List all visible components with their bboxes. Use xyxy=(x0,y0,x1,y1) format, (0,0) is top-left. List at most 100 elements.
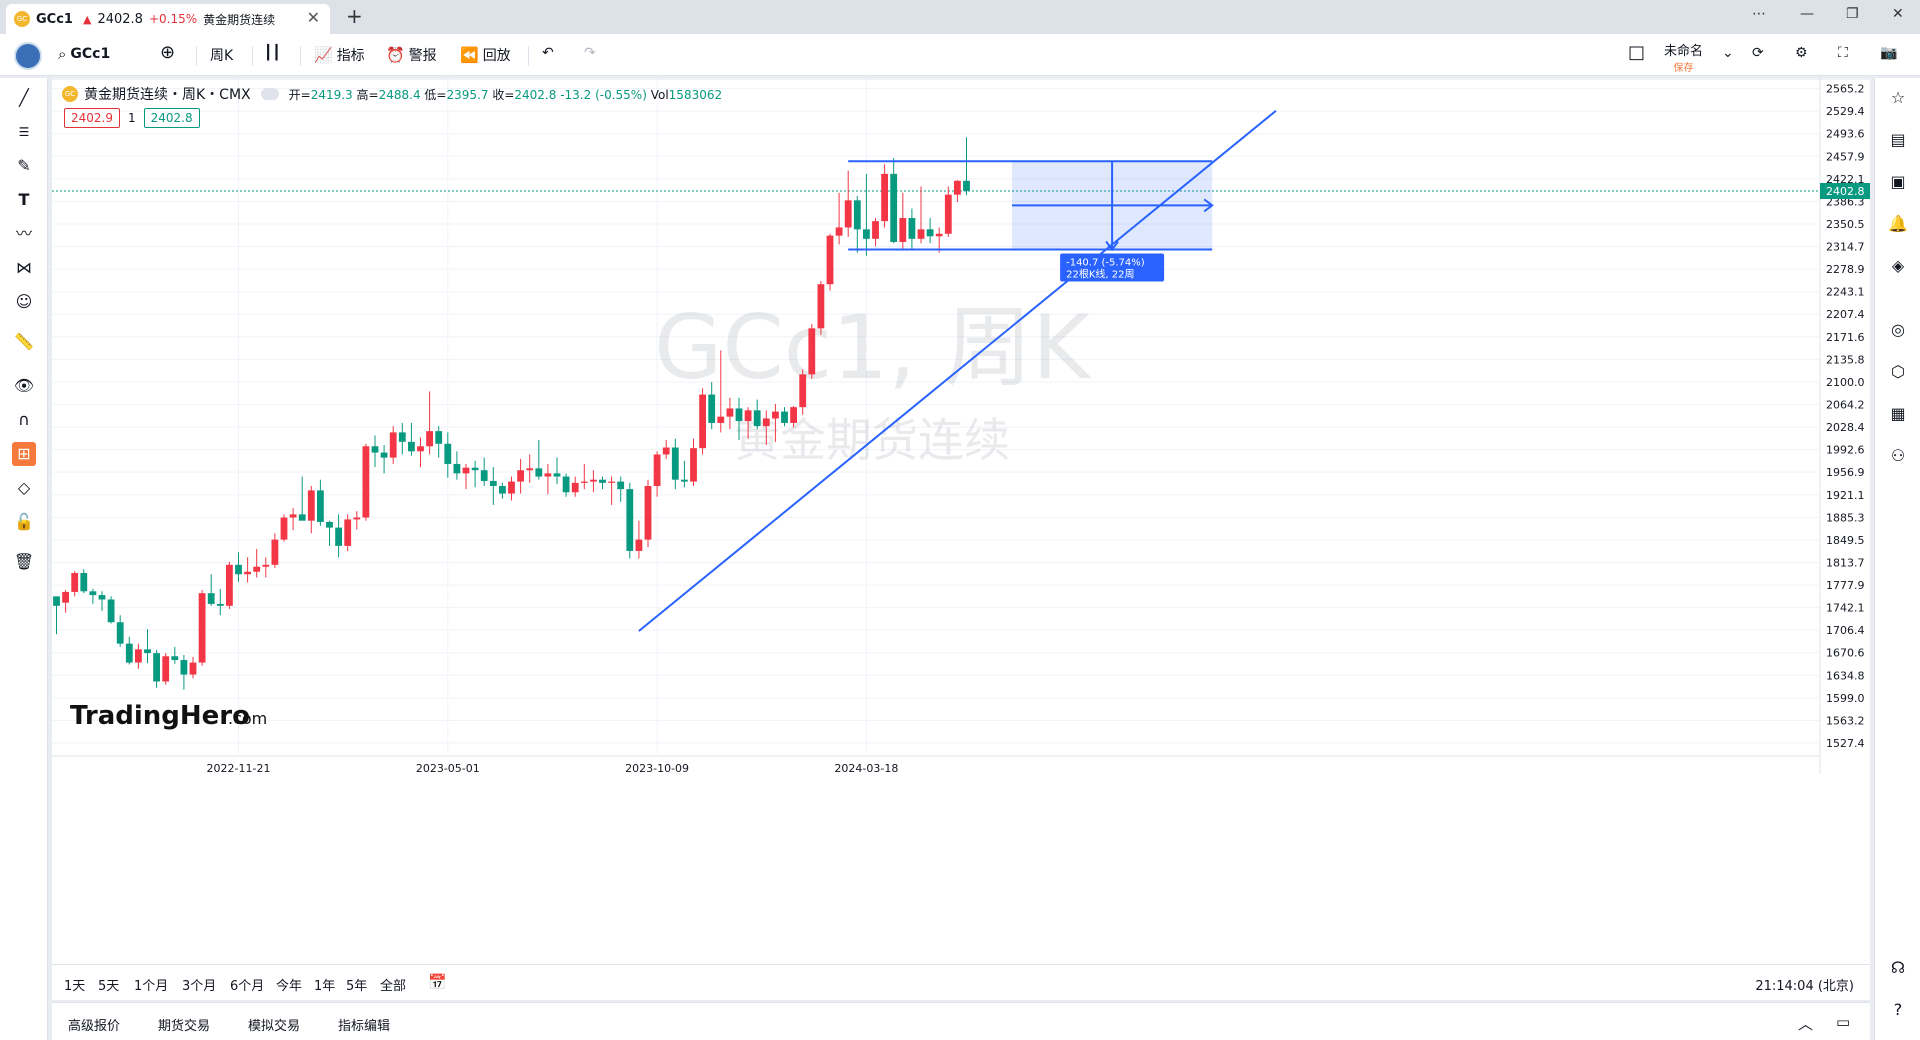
maximize-panel-icon[interactable]: ▭ xyxy=(1836,1013,1851,1031)
gear-icon[interactable]: ⚙ xyxy=(1795,45,1808,61)
education-icon[interactable]: ⬡ xyxy=(1891,362,1905,381)
question-icon[interactable]: ? xyxy=(1893,1000,1903,1019)
drawings[interactable]: -140.7 (-5.74%)22根K线, 22周 xyxy=(638,110,1277,632)
period-button[interactable]: 周K xyxy=(210,48,234,64)
candle-body xyxy=(435,431,443,444)
candle-body xyxy=(271,539,279,565)
chart-type-icon[interactable]: ┃┃ xyxy=(264,45,281,61)
range-5y[interactable]: 5年 xyxy=(346,979,368,994)
chevron-up-icon[interactable]: ︿ xyxy=(1798,1015,1814,1033)
tab-futures-trading[interactable]: 期货交易 xyxy=(158,1019,211,1034)
range-ytd[interactable]: 今年 xyxy=(276,979,303,994)
tab-price: 2402.8 xyxy=(97,11,143,27)
buy-price-button[interactable]: 2402.8 xyxy=(143,108,200,128)
legend-toggle[interactable] xyxy=(260,88,279,100)
tab-name: 黄金期货连续 xyxy=(203,12,276,27)
candle-body xyxy=(599,479,606,483)
restore-button[interactable]: ❐ xyxy=(1846,6,1859,22)
save-label[interactable]: 保存 xyxy=(1673,63,1694,74)
fib-tool-icon[interactable]: ☰ xyxy=(18,125,30,139)
ruler-icon[interactable]: 📏 xyxy=(14,332,34,351)
tab-indicator-editor[interactable]: 指标编辑 xyxy=(338,1019,391,1034)
candle-body xyxy=(899,217,907,242)
fullscreen-icon[interactable]: ⛶ xyxy=(1838,45,1848,61)
calendar-icon[interactable]: ▣ xyxy=(1890,172,1906,191)
sell-price-button[interactable]: 2402.9 xyxy=(64,108,120,128)
add-symbol-icon[interactable]: ⊕ xyxy=(160,42,176,63)
tab-paper-trading[interactable]: 模拟交易 xyxy=(248,1019,301,1034)
candle xyxy=(408,422,415,456)
candle xyxy=(899,192,907,250)
line-tool-icon[interactable]: ╱ xyxy=(19,88,29,107)
watchlist-icon[interactable]: ☆ xyxy=(1890,88,1906,107)
date-range-icon[interactable]: 📅 xyxy=(428,973,447,991)
brush-icon[interactable]: ✎ xyxy=(17,156,31,175)
alerts-button[interactable]: ⏰ 警报 xyxy=(386,45,437,65)
chart-area[interactable]: GCc1, 周K 黄金期货连续 -140.7 (-5.74%)22根K线, 22… xyxy=(52,78,1870,964)
candle-body xyxy=(189,662,197,675)
undo-icon[interactable]: ↶ xyxy=(542,45,554,61)
lock-icon[interactable]: 🔓 xyxy=(14,512,34,531)
magnet-icon[interactable]: ∩ xyxy=(18,410,30,429)
range-1d[interactable]: 1天 xyxy=(64,979,86,994)
candle-body xyxy=(662,447,670,455)
alerts-icon[interactable]: 🔔 xyxy=(1888,214,1908,233)
emoji-icon[interactable]: ☺ xyxy=(15,292,33,311)
candles xyxy=(53,137,970,690)
close-window-button[interactable]: ✕ xyxy=(1892,6,1904,22)
chevron-down-icon[interactable]: ⌄ xyxy=(1722,45,1734,61)
candle-body xyxy=(571,482,579,493)
minimize-button[interactable]: — xyxy=(1800,6,1814,22)
candle-body xyxy=(708,394,716,423)
new-tab-button[interactable]: + xyxy=(346,4,363,28)
prediction-icon[interactable]: ⋈ xyxy=(16,258,32,277)
eraser-icon[interactable]: ◇ xyxy=(17,478,31,497)
range-6m[interactable]: 6个月 xyxy=(230,979,265,994)
price-tick-label: 2565.2 xyxy=(1826,83,1865,96)
time-axis[interactable]: 2022-11-21 2023-05-01 2023-10-09 2024-03-18 xyxy=(52,755,1820,775)
range-3m[interactable]: 3个月 xyxy=(182,979,217,994)
current-price-tag xyxy=(1820,183,1870,200)
trash-icon[interactable]: 🗑 xyxy=(13,552,35,571)
clock[interactable]: 21:14:04 (北京) xyxy=(1755,979,1854,994)
symbol-search[interactable]: ⌕ GCc1 xyxy=(58,45,110,63)
avatar[interactable] xyxy=(14,42,42,70)
quick-search-icon[interactable]: ⟳ xyxy=(1752,45,1764,61)
redo-icon[interactable]: ↷ xyxy=(584,45,596,61)
pattern-icon[interactable]: 〰 xyxy=(15,224,32,243)
lock-drawings-icon[interactable]: ⊞ xyxy=(12,442,36,466)
candle-body xyxy=(908,217,916,239)
candle xyxy=(944,186,952,237)
price-axis[interactable]: 2565.22529.42493.62457.92422.12386.32350… xyxy=(1819,78,1870,774)
range-all[interactable]: 全部 xyxy=(380,979,407,994)
candle xyxy=(963,137,970,196)
eye-icon[interactable]: 👁 xyxy=(13,376,35,395)
range-1y[interactable]: 1年 xyxy=(314,979,336,994)
candle-body xyxy=(817,284,825,329)
indicators-button[interactable]: 📈 指标 xyxy=(314,45,365,65)
tab-quotes[interactable]: 高级报价 xyxy=(68,1019,121,1034)
candle-body xyxy=(844,200,852,228)
layout-square-icon[interactable]: □ xyxy=(1628,42,1646,63)
range-1m[interactable]: 1个月 xyxy=(134,979,169,994)
camera-icon[interactable]: 📷 xyxy=(1880,45,1898,61)
tab-close-icon[interactable]: ✕ xyxy=(306,8,320,27)
text-tool-icon[interactable]: T xyxy=(18,190,30,209)
range-5d[interactable]: 5天 xyxy=(98,979,120,994)
table-icon[interactable]: ▦ xyxy=(1890,404,1906,423)
target-icon[interactable]: ◎ xyxy=(1891,320,1905,339)
candle-body xyxy=(389,432,397,458)
replay-button[interactable]: ⏪ 回放 xyxy=(460,45,511,65)
candle xyxy=(480,457,488,486)
help-icon[interactable]: ☊ xyxy=(1890,958,1906,977)
news-icon[interactable]: ▤ xyxy=(1890,130,1906,149)
browser-tab[interactable]: GC GCc1 ▲ 2402.8 +0.15% 黄金期货连续 ✕ xyxy=(6,4,330,34)
layers-icon[interactable]: ◈ xyxy=(1891,256,1905,275)
candle-body xyxy=(471,467,479,471)
search-input[interactable]: GCc1 xyxy=(70,46,111,62)
chart-canvas[interactable]: GCc1, 周K 黄金期货连续 -140.7 (-5.74%)22根K线, 22… xyxy=(52,78,1870,964)
people-icon[interactable]: ⚇ xyxy=(1890,446,1906,465)
legend-title[interactable]: 黄金期货连续・周K・CMX xyxy=(84,87,251,103)
layout-name[interactable]: 未命名 保存 xyxy=(1664,40,1703,74)
more-icon[interactable]: ⋯ xyxy=(1752,6,1766,22)
